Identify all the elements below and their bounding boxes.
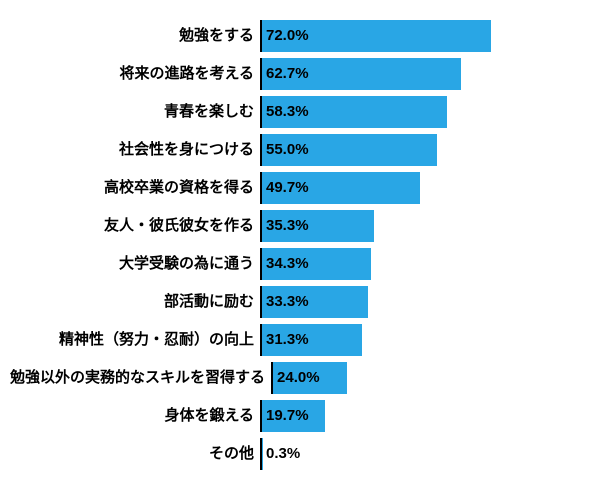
bar-row: その他 0.3% xyxy=(10,438,580,470)
bar-area: 19.7% xyxy=(260,400,580,432)
bar-row: 青春を楽しむ 58.3% xyxy=(10,96,580,128)
bar-value: 31.3% xyxy=(266,324,309,356)
bar-value: 24.0% xyxy=(277,362,320,394)
bar-area: 31.3% xyxy=(260,324,580,356)
bar-label: 友人・彼氏彼女を作る xyxy=(10,210,260,242)
bar-label: 勉強をする xyxy=(10,20,260,52)
bar-value: 72.0% xyxy=(266,20,309,52)
bar-fill xyxy=(262,438,263,470)
bar-label: 身体を鍛える xyxy=(10,400,260,432)
bar-area: 55.0% xyxy=(260,134,580,166)
bar-row: 高校卒業の資格を得る 49.7% xyxy=(10,172,580,204)
bar-value: 55.0% xyxy=(266,134,309,166)
horizontal-bar-chart: 勉強をする 72.0% 将来の進路を考える 62.7% 青春を楽しむ 58.3%… xyxy=(10,20,580,470)
bar-area: 0.3% xyxy=(260,438,580,470)
bar-row: 社会性を身につける 55.0% xyxy=(10,134,580,166)
bar-label: 精神性（努力・忍耐）の向上 xyxy=(10,324,260,356)
bar-row: 勉強をする 72.0% xyxy=(10,20,580,52)
bar-row: 勉強以外の実務的なスキルを習得する 24.0% xyxy=(10,362,580,394)
bar-row: 将来の進路を考える 62.7% xyxy=(10,58,580,90)
bar-label: 部活動に励む xyxy=(10,286,260,318)
bar-area: 35.3% xyxy=(260,210,580,242)
bar-label: その他 xyxy=(10,438,260,470)
bar-area: 62.7% xyxy=(260,58,580,90)
bar-label: 将来の進路を考える xyxy=(10,58,260,90)
bar-value: 33.3% xyxy=(266,286,309,318)
bar-area: 33.3% xyxy=(260,286,580,318)
bar-label: 高校卒業の資格を得る xyxy=(10,172,260,204)
bar-value: 0.3% xyxy=(266,438,300,470)
bar-value: 34.3% xyxy=(266,248,309,280)
bar-area: 34.3% xyxy=(260,248,580,280)
bar-row: 身体を鍛える 19.7% xyxy=(10,400,580,432)
bar-area: 72.0% xyxy=(260,20,580,52)
bar-label: 青春を楽しむ xyxy=(10,96,260,128)
bar-value: 49.7% xyxy=(266,172,309,204)
bar-value: 19.7% xyxy=(266,400,309,432)
bar-area: 24.0% xyxy=(271,362,580,394)
bar-area: 58.3% xyxy=(260,96,580,128)
bar-label: 社会性を身につける xyxy=(10,134,260,166)
bar-label: 大学受験の為に通う xyxy=(10,248,260,280)
bar-label: 勉強以外の実務的なスキルを習得する xyxy=(10,362,271,394)
bar-row: 友人・彼氏彼女を作る 35.3% xyxy=(10,210,580,242)
bar-row: 部活動に励む 33.3% xyxy=(10,286,580,318)
bar-area: 49.7% xyxy=(260,172,580,204)
bar-row: 精神性（努力・忍耐）の向上 31.3% xyxy=(10,324,580,356)
bar-value: 62.7% xyxy=(266,58,309,90)
bar-row: 大学受験の為に通う 34.3% xyxy=(10,248,580,280)
bar-value: 35.3% xyxy=(266,210,309,242)
bar-value: 58.3% xyxy=(266,96,309,128)
